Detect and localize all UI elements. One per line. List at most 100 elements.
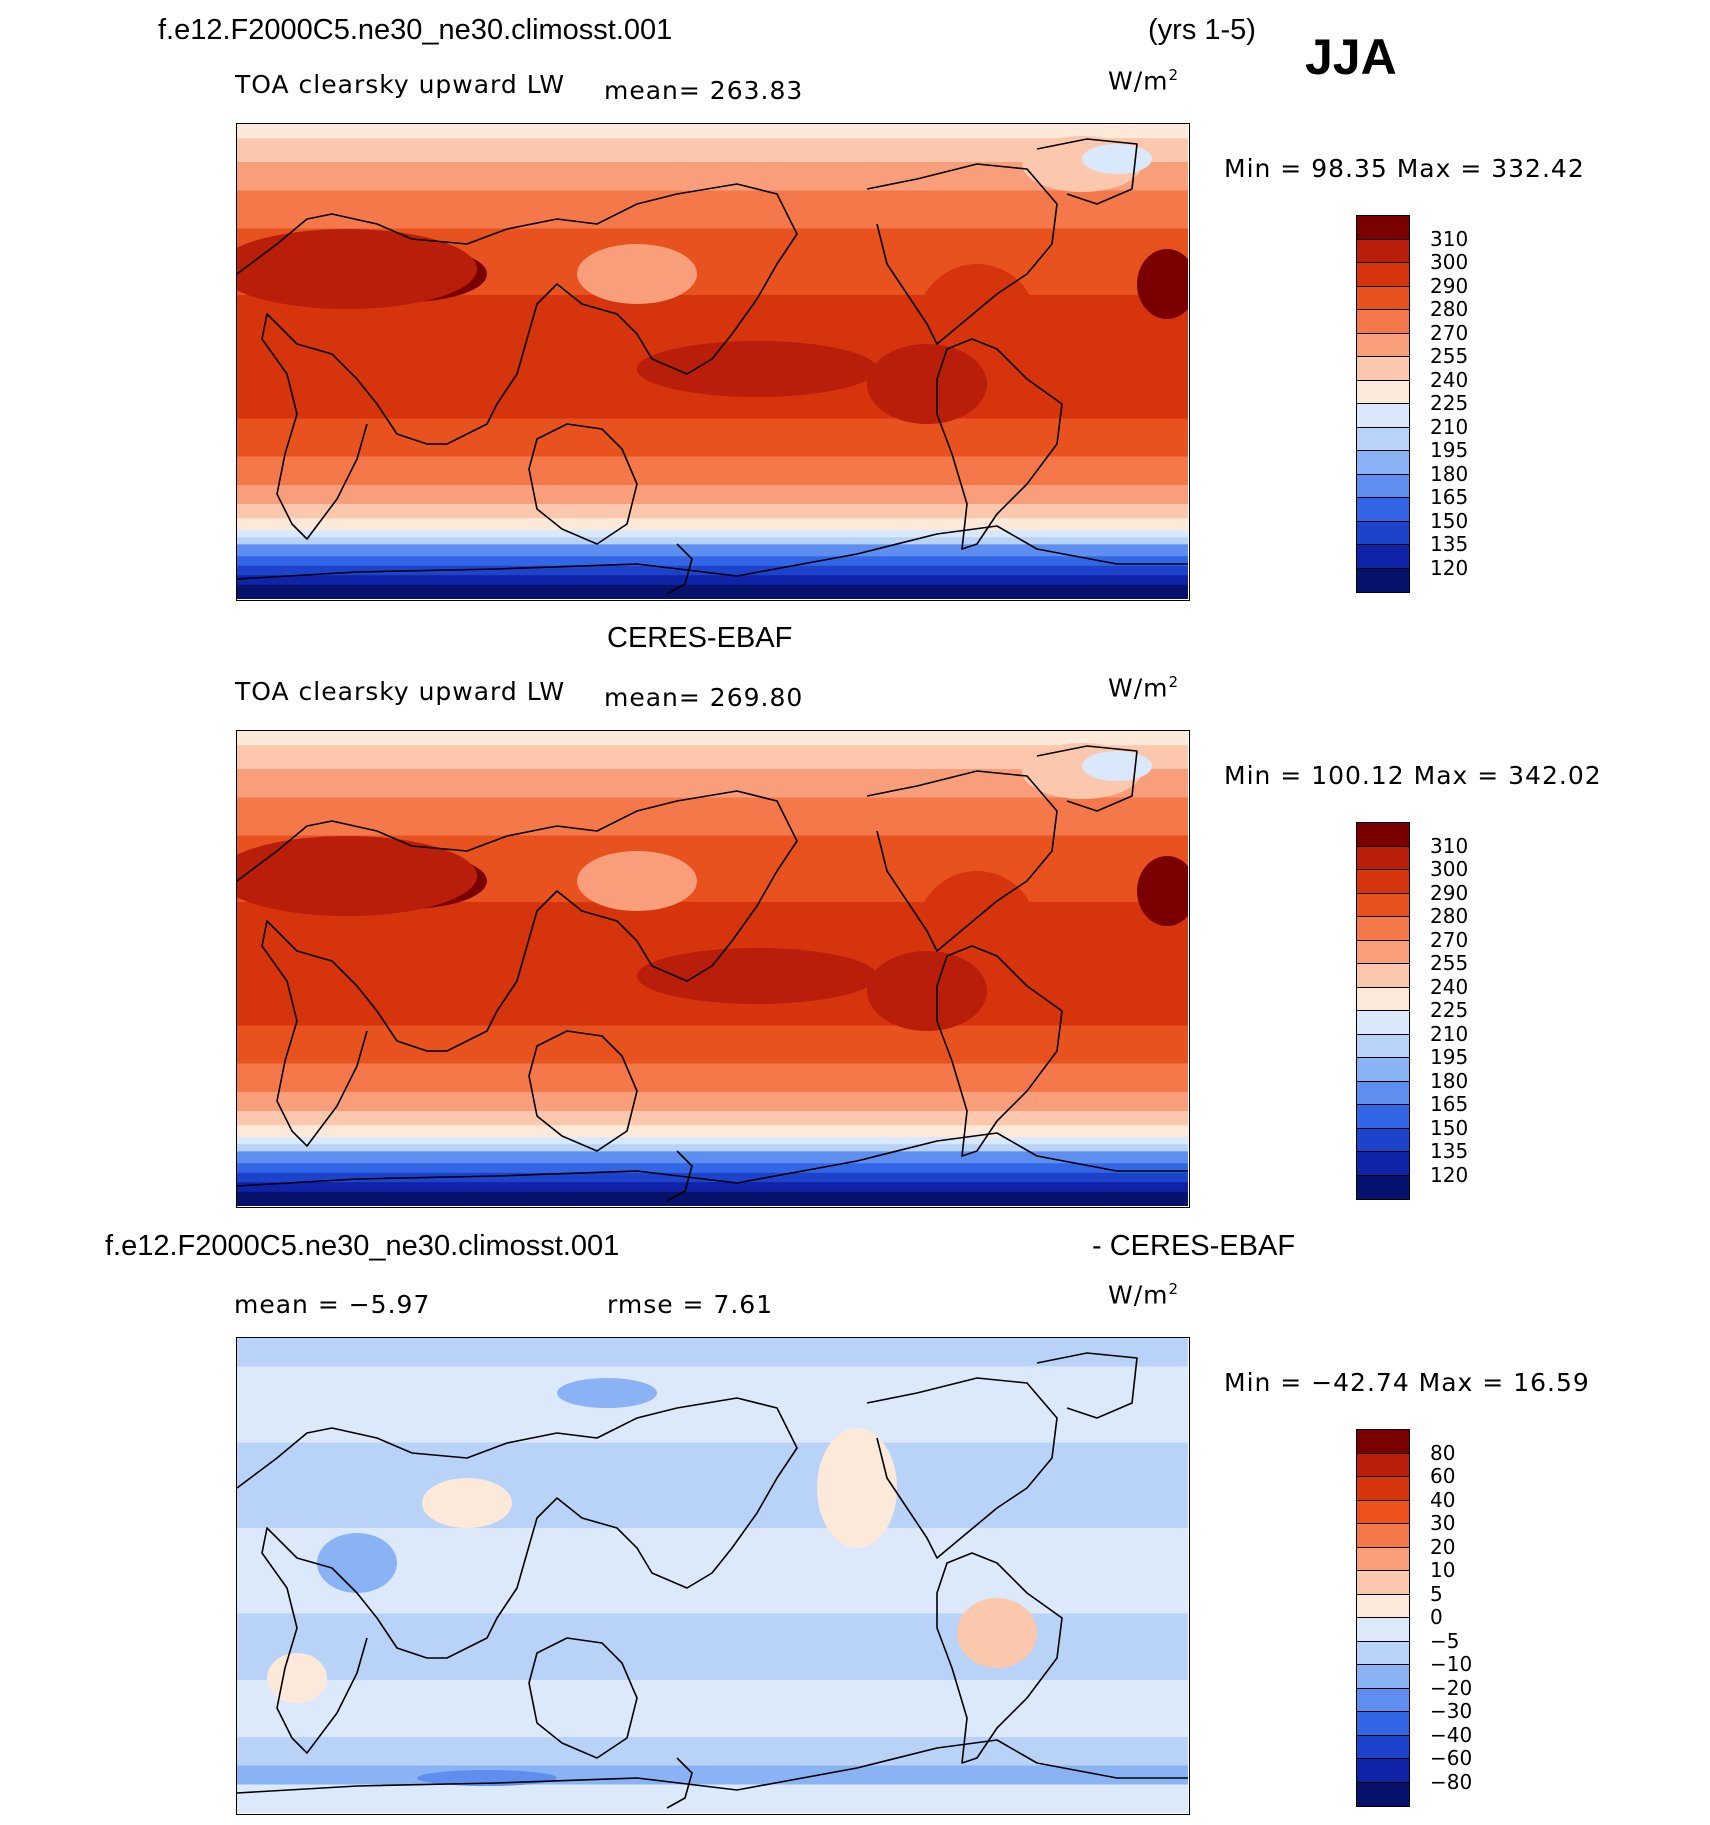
colorbar-swatch xyxy=(1357,964,1409,988)
map-model xyxy=(236,123,1190,601)
coastline xyxy=(237,183,798,540)
colorbar-swatch xyxy=(1357,870,1409,894)
colorbar-swatch xyxy=(1357,1034,1409,1058)
units-label: W/m2 xyxy=(1108,66,1180,96)
colorbar-swatch xyxy=(1357,380,1409,404)
colorbar-swatch xyxy=(1357,846,1409,870)
colorbar-tick-label: 225 xyxy=(1430,391,1469,415)
colorbar-tick-label: 60 xyxy=(1430,1464,1456,1488)
colorbar-swatch xyxy=(1357,1152,1409,1176)
colorbar-swatch xyxy=(1357,216,1409,240)
colorbar-tick-label: 270 xyxy=(1430,320,1469,345)
colorbar-swatch xyxy=(1357,333,1409,357)
colorbar-tick-label: −10 xyxy=(1430,1652,1473,1676)
panel-title-obs: CERES-EBAF xyxy=(607,622,793,654)
colorbar-tick-label: 195 xyxy=(1430,1045,1469,1069)
colorbar-tick-label: 310 xyxy=(1430,226,1469,251)
colorbar-tick-label: 165 xyxy=(1430,1092,1469,1116)
coastline xyxy=(237,790,798,1147)
colorbar-tick-label: 255 xyxy=(1430,344,1469,368)
colorbar-tick-label: 280 xyxy=(1430,904,1469,928)
colorbar-tick-label: 120 xyxy=(1430,1162,1469,1187)
coastline xyxy=(666,1150,693,1202)
coastline xyxy=(666,1757,693,1809)
colorbar-swatch xyxy=(1357,940,1409,964)
colorbar-swatch xyxy=(1357,917,1409,941)
colorbar-swatch xyxy=(1357,893,1409,917)
colorbar-tick-label: 280 xyxy=(1430,297,1469,321)
colorbar-swatch xyxy=(1357,521,1409,545)
colorbar-swatch xyxy=(1357,1618,1409,1642)
season-label: JJA xyxy=(1305,29,1397,85)
minmax-label: Min = 98.35 Max = 332.42 xyxy=(1224,154,1585,183)
colorbar-swatch xyxy=(1357,1524,1409,1548)
mean-label: mean = −5.97 xyxy=(234,1290,431,1319)
colorbar-swatch xyxy=(1357,451,1409,475)
coastline xyxy=(237,1132,1188,1187)
colorbar-tick-label: 225 xyxy=(1430,998,1469,1022)
colorbar-tick-label: 80 xyxy=(1430,1440,1456,1465)
colorbar-tick-label: 195 xyxy=(1430,438,1469,462)
coastline xyxy=(936,338,1063,550)
colorbar-swatch xyxy=(1357,1011,1409,1035)
colorbar-tick-label: −60 xyxy=(1430,1746,1473,1770)
colorbar-swatch xyxy=(1357,1430,1409,1454)
colorbar-tick-label: 300 xyxy=(1430,857,1469,881)
map-field xyxy=(237,124,1188,599)
colorbar-diff xyxy=(1356,1429,1410,1807)
coastline xyxy=(528,1637,638,1759)
colorbar-swatch xyxy=(1357,1105,1409,1129)
colorbar-tick-label: 165 xyxy=(1430,485,1469,509)
colorbar-tick-label: 270 xyxy=(1430,927,1469,952)
colorbar-swatch xyxy=(1357,1081,1409,1105)
variable-label: TOA clearsky upward LW xyxy=(235,677,566,706)
coastline xyxy=(936,1552,1063,1764)
mean-label: mean= 263.83 xyxy=(604,76,804,105)
colorbar-tick-label: 20 xyxy=(1430,1534,1456,1559)
coastline xyxy=(528,1030,638,1152)
colorbar-swatch xyxy=(1357,1500,1409,1524)
colorbar-obs xyxy=(1356,822,1410,1200)
case-title: f.e12.F2000C5.ne30_ne30.climosst.001 xyxy=(158,14,673,46)
minmax-label: Min = 100.12 Max = 342.02 xyxy=(1224,761,1602,790)
map-field xyxy=(237,1338,1188,1813)
map-obs xyxy=(236,730,1190,1208)
colorbar-tick-label: −40 xyxy=(1430,1722,1473,1747)
colorbar-tick-label: 10 xyxy=(1430,1558,1456,1582)
colorbar-swatch xyxy=(1357,1688,1409,1712)
colorbar-swatch xyxy=(1357,1712,1409,1736)
colorbar-swatch xyxy=(1357,1175,1409,1199)
colorbar-swatch xyxy=(1357,474,1409,498)
colorbar-swatch xyxy=(1357,1782,1409,1806)
colorbar-swatch xyxy=(1357,1665,1409,1689)
colorbar-swatch xyxy=(1357,404,1409,428)
map-diff xyxy=(236,1337,1190,1815)
colorbar-tick-label: 150 xyxy=(1430,508,1469,533)
colorbar-swatch xyxy=(1357,286,1409,310)
colorbar-swatch xyxy=(1357,239,1409,263)
colorbar-model xyxy=(1356,215,1410,593)
colorbar-swatch xyxy=(1357,1641,1409,1665)
colorbar-tick-label: 135 xyxy=(1430,532,1469,556)
colorbar-swatch xyxy=(1357,1128,1409,1152)
coastline xyxy=(936,945,1063,1157)
colorbar-swatch xyxy=(1357,498,1409,522)
colorbar-tick-label: −80 xyxy=(1430,1769,1473,1794)
minmax-label: Min = −42.74 Max = 16.59 xyxy=(1224,1368,1590,1397)
colorbar-tick-label: 120 xyxy=(1430,555,1469,580)
colorbar-swatch xyxy=(1357,568,1409,592)
colorbar-tick-label: 180 xyxy=(1430,1068,1469,1093)
colorbar-swatch xyxy=(1357,427,1409,451)
coastline xyxy=(1036,745,1138,812)
colorbar-swatch xyxy=(1357,545,1409,569)
years-label: (yrs 1-5) xyxy=(1148,14,1256,46)
colorbar-swatch xyxy=(1357,1453,1409,1477)
colorbar-tick-label: 5 xyxy=(1430,1581,1443,1606)
colorbar-swatch xyxy=(1357,1477,1409,1501)
colorbar-tick-label: 240 xyxy=(1430,974,1469,999)
coastline xyxy=(866,163,1058,345)
coastline xyxy=(528,423,638,545)
colorbar-swatch xyxy=(1357,1735,1409,1759)
coastline xyxy=(866,1377,1058,1559)
colorbar-swatch xyxy=(1357,357,1409,381)
